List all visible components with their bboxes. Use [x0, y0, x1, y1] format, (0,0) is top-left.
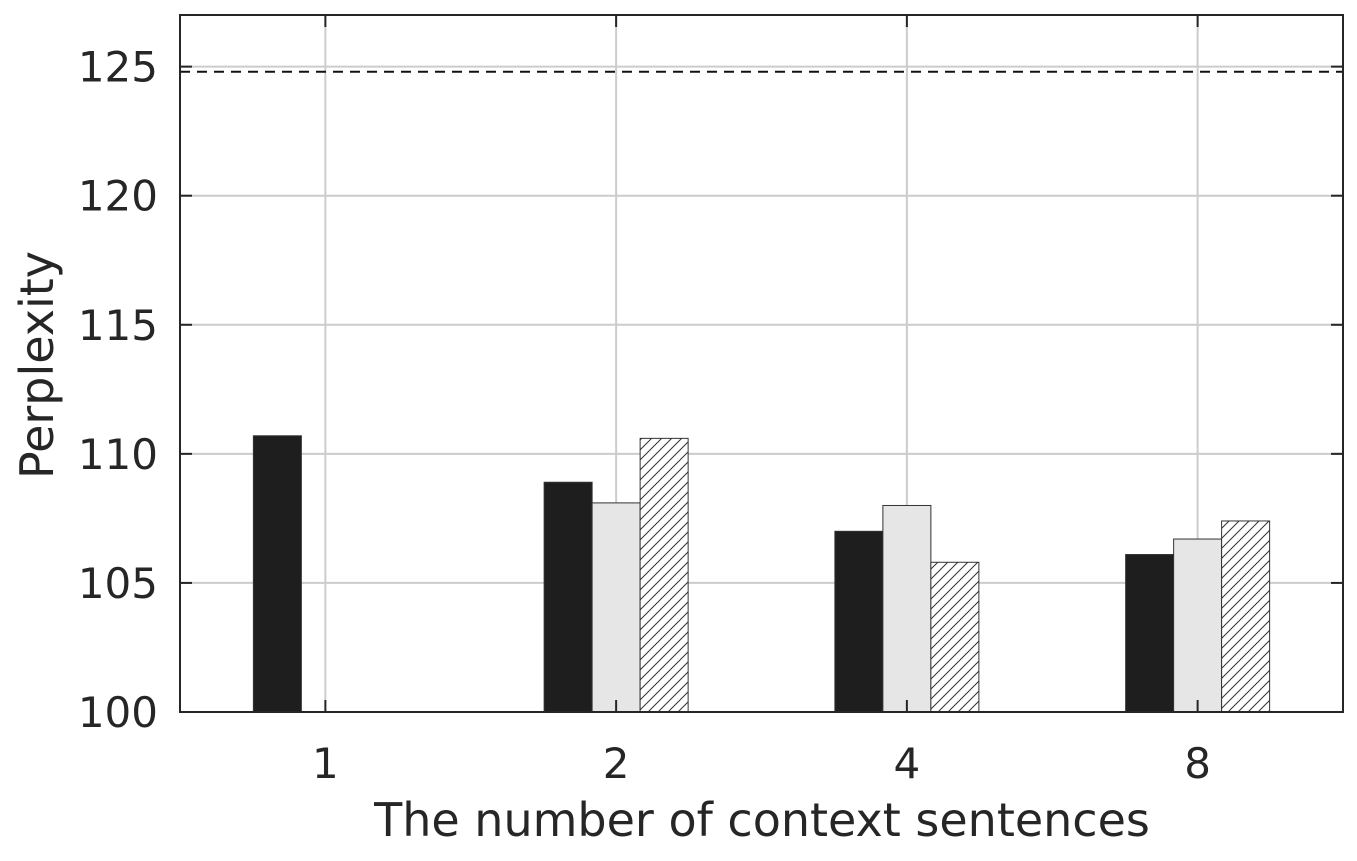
y-tick-label: 110: [78, 430, 158, 479]
bar: [591, 502, 641, 713]
bar: [543, 481, 593, 713]
bar: [882, 504, 932, 713]
y-tick-label: 100: [78, 688, 158, 737]
y-tick-label: 115: [78, 301, 158, 350]
y-axis-label: Perplexity: [10, 251, 64, 479]
x-tick-label: 2: [603, 739, 630, 788]
x-axis-label: The number of context sentences: [373, 793, 1150, 847]
plot-frame: [179, 14, 1344, 713]
bar: [252, 435, 302, 713]
bars: [252, 435, 1271, 713]
y-tick-label: 120: [78, 172, 158, 221]
bar: [1221, 520, 1271, 713]
bar: [1173, 538, 1223, 713]
y-tick-label: 125: [78, 43, 158, 92]
bar: [834, 530, 884, 713]
x-tick-label: 8: [1184, 739, 1211, 788]
y-tick-label: 105: [78, 559, 158, 608]
bar: [930, 561, 980, 713]
x-tick-label: 4: [894, 739, 921, 788]
axes: [179, 14, 1344, 713]
bar: [1125, 554, 1175, 713]
x-tick-label: 1: [312, 739, 339, 788]
tick-labels: 100 105 110 115 120 125 1 2 4 8: [78, 43, 1211, 788]
bar: [639, 437, 689, 713]
